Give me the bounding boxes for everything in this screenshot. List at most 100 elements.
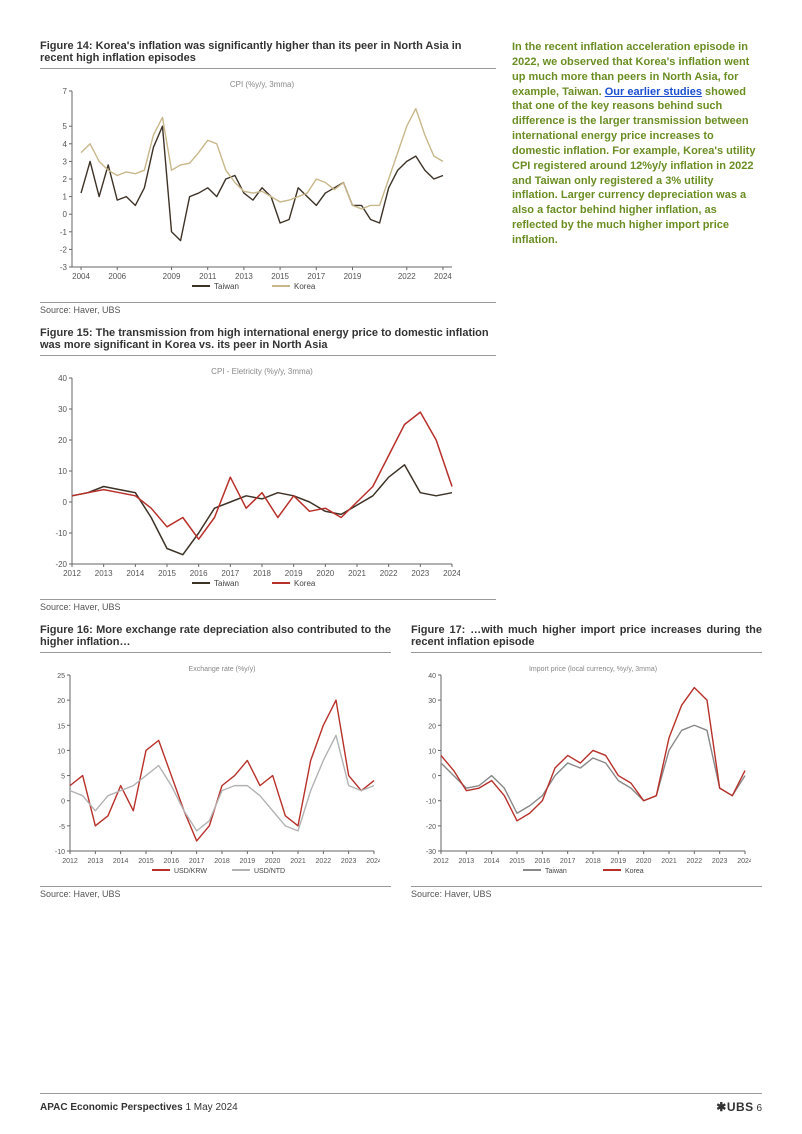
svg-text:2018: 2018 (253, 569, 271, 578)
figure-16-source: Source: Haver, UBS (40, 886, 391, 899)
svg-text:4: 4 (63, 140, 68, 149)
svg-text:2023: 2023 (411, 569, 429, 578)
svg-text:CPI (%y/y, 3mma): CPI (%y/y, 3mma) (230, 80, 295, 89)
svg-text:0: 0 (61, 799, 65, 806)
svg-text:-5: -5 (59, 824, 65, 831)
svg-text:2013: 2013 (459, 858, 475, 865)
svg-text:USD/KRW: USD/KRW (174, 868, 207, 875)
rule (40, 355, 496, 356)
svg-text:10: 10 (58, 467, 67, 476)
svg-text:10: 10 (57, 748, 65, 755)
figure-14-title: Figure 14: Korea's inflation was signifi… (40, 40, 496, 64)
svg-text:2020: 2020 (316, 569, 334, 578)
svg-text:2012: 2012 (63, 569, 81, 578)
svg-text:2022: 2022 (316, 858, 332, 865)
svg-text:Taiwan: Taiwan (214, 579, 239, 588)
svg-text:5: 5 (61, 774, 65, 781)
figure-17-chart: Import price (local currency, %y/y, 3mma… (411, 659, 762, 882)
svg-text:2013: 2013 (88, 858, 104, 865)
svg-text:2021: 2021 (661, 858, 677, 865)
svg-text:2009: 2009 (163, 272, 181, 281)
svg-text:2019: 2019 (344, 272, 362, 281)
svg-text:-20: -20 (55, 560, 67, 569)
page-number: 6 (756, 1103, 762, 1114)
svg-text:2016: 2016 (164, 858, 180, 865)
sidebar-text-after: showed that one of the key reasons behin… (512, 86, 755, 246)
svg-text:-10: -10 (55, 849, 65, 856)
svg-text:10: 10 (428, 748, 436, 755)
svg-text:20: 20 (57, 698, 65, 705)
svg-text:40: 40 (58, 374, 67, 383)
ubs-logo: ✱UBS (716, 1100, 753, 1114)
svg-text:20: 20 (58, 436, 67, 445)
svg-text:USD/NTD: USD/NTD (254, 868, 285, 875)
svg-text:2013: 2013 (235, 272, 253, 281)
svg-text:30: 30 (58, 405, 67, 414)
svg-text:0: 0 (432, 774, 436, 781)
svg-text:3: 3 (63, 157, 68, 166)
footer-publication: APAC Economic Perspectives (40, 1102, 183, 1113)
svg-text:2023: 2023 (341, 858, 357, 865)
svg-text:2021: 2021 (290, 858, 306, 865)
svg-text:2020: 2020 (636, 858, 652, 865)
svg-text:2024: 2024 (366, 858, 380, 865)
figure-15-title: Figure 15: The transmission from high in… (40, 327, 496, 351)
figure-17-title: Figure 17: …with much higher import pric… (411, 624, 762, 648)
svg-text:2017: 2017 (221, 569, 239, 578)
svg-text:-1: -1 (60, 228, 68, 237)
svg-text:CPI - Eletricity (%y/y, 3mma): CPI - Eletricity (%y/y, 3mma) (211, 367, 313, 376)
svg-text:2017: 2017 (560, 858, 576, 865)
svg-text:2024: 2024 (443, 569, 460, 578)
svg-text:2020: 2020 (265, 858, 281, 865)
svg-text:2012: 2012 (62, 858, 78, 865)
rule (40, 68, 496, 69)
svg-text:2022: 2022 (380, 569, 398, 578)
earlier-studies-link[interactable]: Our earlier studies (605, 86, 702, 98)
svg-text:2024: 2024 (737, 858, 751, 865)
figure-14-chart: CPI (%y/y, 3mma)-3-2-1012345720042006200… (40, 75, 496, 298)
svg-text:40: 40 (428, 673, 436, 680)
footer-date: 1 May 2024 (185, 1102, 237, 1113)
svg-text:2016: 2016 (190, 569, 208, 578)
svg-text:2015: 2015 (271, 272, 289, 281)
svg-text:2019: 2019 (611, 858, 627, 865)
svg-text:2004: 2004 (72, 272, 90, 281)
svg-text:2019: 2019 (240, 858, 256, 865)
svg-text:Korea: Korea (294, 579, 316, 588)
svg-text:15: 15 (57, 723, 65, 730)
svg-text:Korea: Korea (625, 868, 644, 875)
svg-text:2023: 2023 (712, 858, 728, 865)
svg-text:25: 25 (57, 673, 65, 680)
svg-text:-3: -3 (60, 263, 68, 272)
svg-text:Taiwan: Taiwan (545, 868, 567, 875)
svg-text:Import price (local currency,: Import price (local currency, %y/y, 3mma… (529, 666, 657, 673)
svg-text:2017: 2017 (189, 858, 205, 865)
svg-text:-10: -10 (426, 799, 436, 806)
figure-15-source: Source: Haver, UBS (40, 599, 496, 612)
svg-text:2006: 2006 (108, 272, 126, 281)
svg-text:20: 20 (428, 723, 436, 730)
svg-text:0: 0 (63, 498, 68, 507)
svg-text:-2: -2 (60, 245, 68, 254)
svg-text:Exchange rate (%y/y): Exchange rate (%y/y) (189, 666, 256, 673)
svg-text:0: 0 (63, 210, 68, 219)
svg-text:2015: 2015 (509, 858, 525, 865)
svg-text:7: 7 (63, 87, 68, 96)
svg-text:Taiwan: Taiwan (214, 282, 239, 291)
svg-text:2013: 2013 (95, 569, 113, 578)
figure-15-chart: CPI - Eletricity (%y/y, 3mma)-20-1001020… (40, 362, 496, 595)
svg-text:2018: 2018 (214, 858, 230, 865)
svg-text:2011: 2011 (199, 272, 217, 281)
svg-text:2016: 2016 (535, 858, 551, 865)
figure-14-source: Source: Haver, UBS (40, 302, 496, 315)
svg-text:2015: 2015 (138, 858, 154, 865)
svg-text:2014: 2014 (113, 858, 129, 865)
svg-text:-20: -20 (426, 824, 436, 831)
rule (40, 652, 391, 653)
figure-16-title: Figure 16: More exchange rate depreciati… (40, 624, 391, 648)
svg-text:5: 5 (63, 122, 68, 131)
rule (411, 652, 762, 653)
svg-text:2014: 2014 (484, 858, 500, 865)
page-footer: APAC Economic Perspectives 1 May 2024 ✱U… (40, 1093, 762, 1114)
svg-text:2024: 2024 (434, 272, 452, 281)
